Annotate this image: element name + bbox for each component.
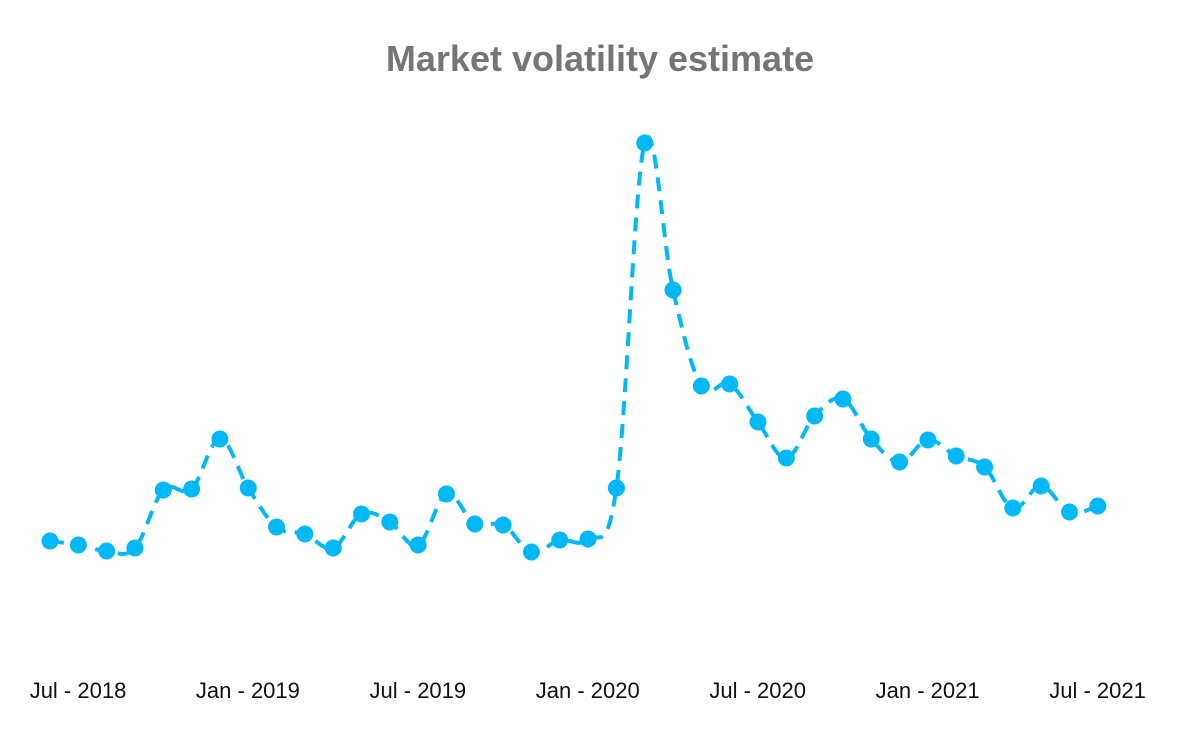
series-points-layer <box>41 134 1107 561</box>
data-point[interactable] <box>976 458 994 476</box>
data-point[interactable] <box>268 518 286 536</box>
series-line-layer <box>49 135 1099 556</box>
data-point[interactable] <box>353 505 371 523</box>
data-point[interactable] <box>777 449 795 467</box>
data-point[interactable] <box>1032 477 1050 495</box>
data-point[interactable] <box>721 375 739 393</box>
data-point[interactable] <box>211 430 229 448</box>
data-point[interactable] <box>891 453 909 471</box>
data-point[interactable] <box>607 479 625 497</box>
x-tick-label: Jul - 2020 <box>709 678 806 703</box>
data-point[interactable] <box>324 539 342 557</box>
data-point[interactable] <box>154 481 172 499</box>
data-point[interactable] <box>381 513 399 531</box>
data-point[interactable] <box>437 485 455 503</box>
data-point[interactable] <box>834 390 852 408</box>
data-point[interactable] <box>806 407 824 425</box>
x-tick-label: Jan - 2021 <box>876 678 980 703</box>
data-point[interactable] <box>551 531 569 549</box>
data-point[interactable] <box>636 134 654 152</box>
series-line-volatility <box>49 135 1099 556</box>
data-point[interactable] <box>1004 499 1022 517</box>
data-point[interactable] <box>749 413 767 431</box>
data-point[interactable] <box>1061 503 1079 521</box>
x-tick-label: Jul - 2021 <box>1049 678 1146 703</box>
data-point[interactable] <box>522 543 540 561</box>
data-point[interactable] <box>239 479 257 497</box>
data-point[interactable] <box>41 532 59 550</box>
data-point[interactable] <box>494 516 512 534</box>
data-point[interactable] <box>466 515 484 533</box>
data-point[interactable] <box>183 480 201 498</box>
x-tick-label: Jan - 2020 <box>536 678 640 703</box>
data-point[interactable] <box>579 530 597 548</box>
x-axis-ticks: Jul - 2018 Jan - 2019 Jul - 2019 Jan - 2020… <box>30 678 1146 703</box>
chart-title: Market volatility estimate <box>385 38 815 79</box>
data-point[interactable] <box>947 447 965 465</box>
data-point[interactable] <box>296 525 314 543</box>
x-tick-label: Jul - 2018 <box>30 678 127 703</box>
data-point[interactable] <box>692 377 710 395</box>
data-point[interactable] <box>409 536 427 554</box>
x-tick-label: Jan - 2019 <box>196 678 300 703</box>
data-point[interactable] <box>126 539 144 557</box>
data-point[interactable] <box>69 536 87 554</box>
data-point[interactable] <box>862 430 880 448</box>
x-tick-label: Jul - 2019 <box>370 678 467 703</box>
data-point[interactable] <box>664 281 682 299</box>
data-point[interactable] <box>1089 497 1107 515</box>
data-point[interactable] <box>919 431 937 449</box>
data-point[interactable] <box>98 542 116 560</box>
